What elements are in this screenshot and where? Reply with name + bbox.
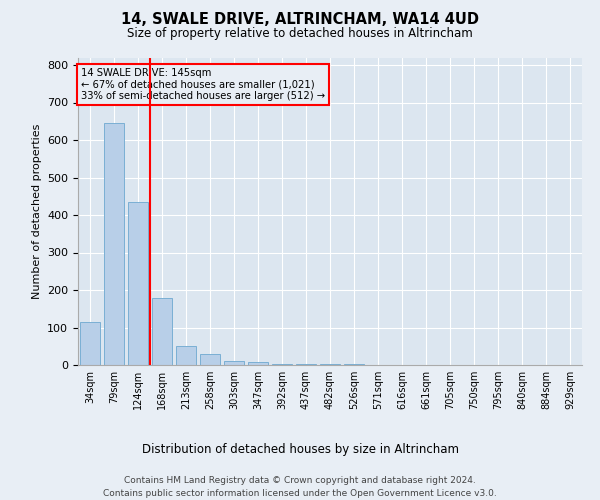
Bar <box>272 364 292 365</box>
Bar <box>224 360 244 365</box>
Y-axis label: Number of detached properties: Number of detached properties <box>32 124 41 299</box>
Bar <box>128 202 148 365</box>
Bar <box>296 364 316 365</box>
Bar <box>200 354 220 365</box>
Bar <box>176 346 196 365</box>
Bar <box>80 322 100 365</box>
Bar <box>248 362 268 365</box>
Bar <box>104 123 124 365</box>
Bar <box>344 364 364 365</box>
Text: Contains public sector information licensed under the Open Government Licence v3: Contains public sector information licen… <box>103 489 497 498</box>
Text: Size of property relative to detached houses in Altrincham: Size of property relative to detached ho… <box>127 28 473 40</box>
Bar <box>320 364 340 365</box>
Bar <box>152 298 172 365</box>
Text: 14 SWALE DRIVE: 145sqm
← 67% of detached houses are smaller (1,021)
33% of semi-: 14 SWALE DRIVE: 145sqm ← 67% of detached… <box>80 68 325 102</box>
Text: 14, SWALE DRIVE, ALTRINCHAM, WA14 4UD: 14, SWALE DRIVE, ALTRINCHAM, WA14 4UD <box>121 12 479 28</box>
Text: Contains HM Land Registry data © Crown copyright and database right 2024.: Contains HM Land Registry data © Crown c… <box>124 476 476 485</box>
Text: Distribution of detached houses by size in Altrincham: Distribution of detached houses by size … <box>142 442 458 456</box>
